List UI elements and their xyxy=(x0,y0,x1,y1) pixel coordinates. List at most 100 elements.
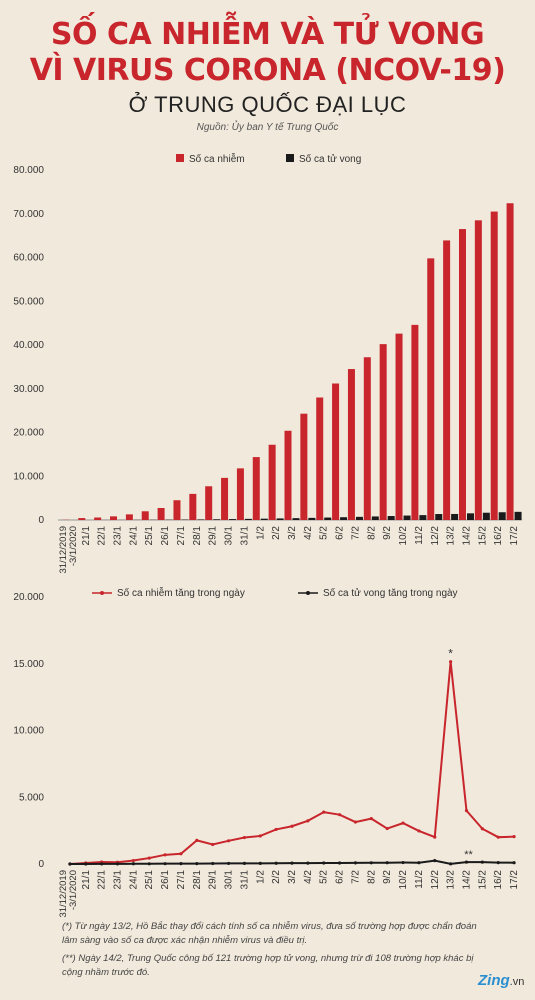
series-point xyxy=(147,856,151,860)
bar-deaths xyxy=(451,513,459,520)
series-point xyxy=(242,835,247,840)
bar-infected xyxy=(189,493,197,520)
x-tick-label: 16/2 xyxy=(493,870,504,890)
x-tick-label: 15/2 xyxy=(477,526,488,546)
y-tick-label: 30.000 xyxy=(13,384,44,395)
zing-logo: Zing.vn xyxy=(478,972,524,989)
series-point xyxy=(68,862,72,866)
bar-deaths xyxy=(292,518,300,520)
legend-label: Số ca nhiễm xyxy=(189,152,245,165)
legend-label: Số ca nhiễm tăng trong ngày xyxy=(117,586,245,599)
x-tick-label: 9/2 xyxy=(382,526,393,540)
x-tick-label: 29/1 xyxy=(208,870,219,890)
bar-deaths xyxy=(229,519,237,520)
series-point xyxy=(433,859,437,863)
bar-infected xyxy=(506,203,514,520)
series-point xyxy=(512,835,516,839)
bar-infected xyxy=(268,444,276,520)
bar-infected xyxy=(157,508,165,520)
x-tick-label: 4/2 xyxy=(303,526,314,540)
x-tick-label: 30/1 xyxy=(224,870,235,890)
bar-deaths xyxy=(197,519,205,520)
bar-infected xyxy=(284,430,292,520)
x-tick-label: 31/12/2019 xyxy=(58,526,69,574)
series-point xyxy=(385,861,389,865)
x-tick-label: 26/1 xyxy=(160,526,171,546)
series-point xyxy=(274,827,278,832)
y-tick-label: 5.000 xyxy=(19,792,44,803)
x-tick-label: 11/2 xyxy=(414,526,425,545)
bar-deaths xyxy=(260,518,268,520)
series-point xyxy=(496,835,500,839)
bar-deaths xyxy=(498,512,506,520)
bar-infected xyxy=(252,457,260,520)
x-tick-label: 25/1 xyxy=(144,870,155,890)
series-point xyxy=(258,834,262,838)
bar-infected xyxy=(332,383,340,520)
x-tick-label: 2/2 xyxy=(271,870,282,884)
series-point xyxy=(84,862,88,866)
y-tick-label: 0 xyxy=(38,515,44,526)
series-point xyxy=(290,824,294,828)
series-point xyxy=(131,862,135,866)
y-tick-label: 40.000 xyxy=(13,340,44,351)
y-tick-label: 70.000 xyxy=(13,209,44,220)
y-tick-label: 20.000 xyxy=(13,428,44,439)
x-tick-label: 29/1 xyxy=(208,526,219,546)
bar-deaths xyxy=(403,515,411,520)
y-tick-label: 10.000 xyxy=(13,726,44,737)
bar-infected xyxy=(474,220,482,520)
x-tick-label: 4/2 xyxy=(303,870,314,884)
series-point xyxy=(322,861,326,865)
series-point xyxy=(179,852,183,856)
x-tick-label: 13/2 xyxy=(446,526,457,546)
series-point xyxy=(401,821,405,825)
x-tick-label: 22/1 xyxy=(97,870,108,890)
series-point xyxy=(417,829,421,833)
series-point xyxy=(163,853,167,857)
x-tick-label: -3/1/2020 xyxy=(68,526,79,566)
bar-deaths xyxy=(466,513,474,520)
logo-suffix: .vn xyxy=(509,976,525,988)
x-tick-label: 8/2 xyxy=(366,526,377,540)
series-point xyxy=(337,813,342,817)
bar-infected xyxy=(316,397,324,520)
series-point xyxy=(226,839,231,843)
series-point xyxy=(163,862,167,866)
series-point xyxy=(226,861,231,866)
bar-deaths xyxy=(514,511,522,520)
x-tick-label: 8/2 xyxy=(366,870,377,884)
x-tick-label: 17/2 xyxy=(509,870,520,890)
series-point xyxy=(179,862,183,866)
series-point xyxy=(480,827,484,831)
bar-infected xyxy=(379,344,387,520)
x-tick-label: 24/1 xyxy=(128,526,139,546)
x-tick-label: 27/1 xyxy=(176,526,187,546)
bar-deaths xyxy=(371,516,379,520)
series-point xyxy=(274,861,278,865)
legend-marker xyxy=(100,591,104,595)
y-tick-label: 50.000 xyxy=(13,296,44,307)
x-tick-label: 31/12/2019 xyxy=(58,870,69,918)
bar-infected xyxy=(205,486,213,520)
x-tick-label: 16/2 xyxy=(493,526,504,546)
bar-deaths xyxy=(482,512,490,520)
annotation-star: * xyxy=(448,647,453,661)
series-point xyxy=(242,861,247,865)
series-point xyxy=(512,861,516,865)
series-point xyxy=(449,862,453,866)
bar-deaths xyxy=(355,516,363,520)
y-tick-label: 20.000 xyxy=(13,592,44,603)
bar-infected xyxy=(125,514,133,520)
bar-infected xyxy=(490,211,498,520)
bar-deaths xyxy=(387,516,395,520)
bar-deaths xyxy=(308,517,316,520)
y-tick-label: 10.000 xyxy=(13,471,44,482)
bar-infected xyxy=(395,333,403,520)
x-tick-label: 11/2 xyxy=(414,870,425,889)
series-point xyxy=(353,820,358,824)
x-tick-label: 5/2 xyxy=(319,870,330,884)
series-point xyxy=(115,862,120,866)
bar-infected xyxy=(363,357,371,520)
